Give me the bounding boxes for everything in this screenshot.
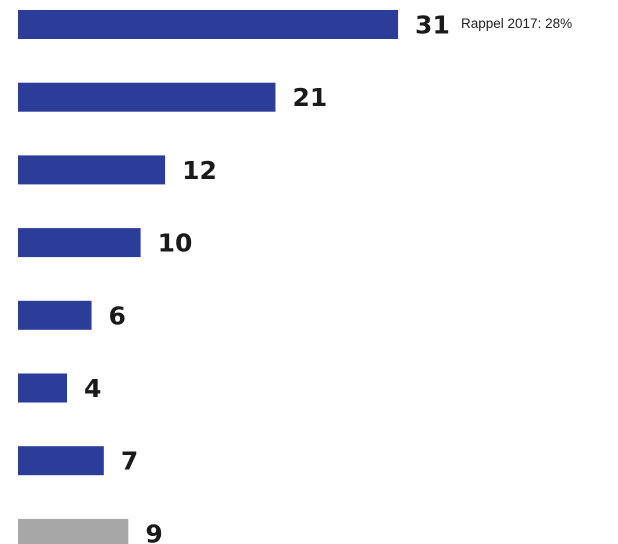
- bar-value-label-4: 10: [158, 229, 193, 258]
- bar-value-label-5: 6: [109, 301, 126, 330]
- bar-value-label-3: 12: [182, 156, 217, 185]
- bar-6: [18, 373, 68, 403]
- bar-1: [18, 10, 399, 39]
- bar-value-label-8: 9: [145, 519, 162, 544]
- bar-2: [18, 82, 276, 112]
- bar-8: [18, 518, 129, 544]
- bar-value-label-6: 4: [84, 374, 101, 403]
- bar-value-label-7: 7: [121, 447, 138, 476]
- bar-value-label-1: 31: [415, 11, 450, 40]
- bar-7: [18, 446, 104, 476]
- annotation-rappel-2017: Rappel 2017: 28%: [461, 16, 572, 31]
- bar-4: [18, 228, 141, 258]
- bar-3: [18, 155, 166, 185]
- bar-5: [18, 300, 92, 330]
- bar-value-label-2: 21: [292, 83, 327, 112]
